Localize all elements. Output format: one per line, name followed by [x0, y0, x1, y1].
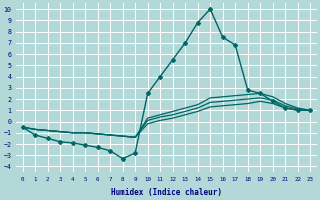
X-axis label: Humidex (Indice chaleur): Humidex (Indice chaleur) — [111, 188, 222, 197]
